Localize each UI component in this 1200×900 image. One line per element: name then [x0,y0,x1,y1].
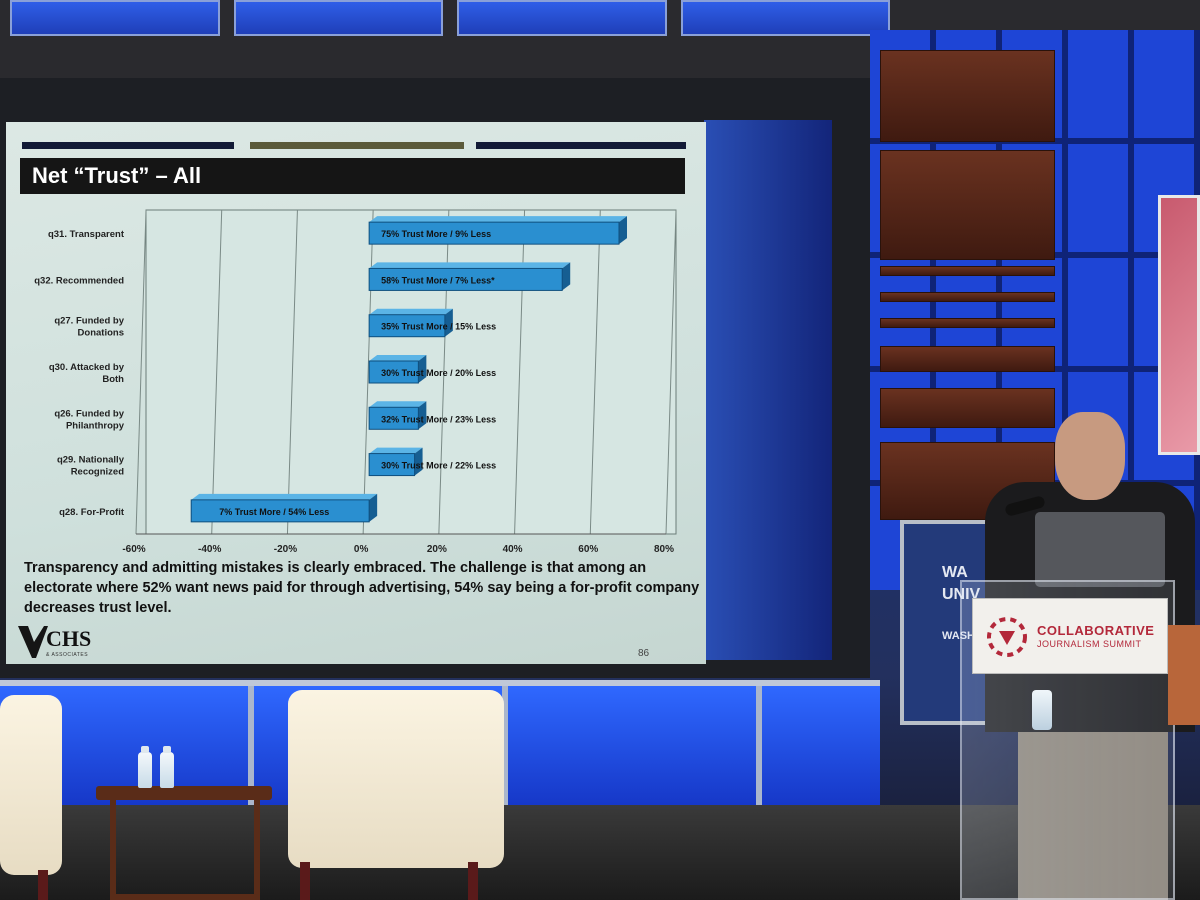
gridline [589,209,601,535]
bar-data-label: 35% Trust More / 15% Less [381,322,496,332]
wood-slat [880,292,1055,302]
wood-panel-top [880,50,1055,142]
x-tick-label: 60% [578,544,598,555]
speaker-head [1055,412,1125,500]
laptop [1035,512,1165,587]
water-bottle [138,746,152,788]
category-label: q27. Funded by [54,316,124,327]
bar-end-face [562,262,571,291]
slide-title: Net “Trust” – All [20,158,685,194]
category-label: Both [102,374,124,385]
speaker-legs [1018,730,1168,900]
wood-panel-lower [880,388,1055,428]
bar [368,360,419,384]
ceiling-light-panels [0,0,900,36]
x-tick-label: -60% [122,544,145,555]
bar-data-label: 30% Trust More / 22% Less [381,461,496,471]
wood-slat [880,318,1055,328]
header-rule [250,142,464,149]
chair-leg [38,870,48,900]
wood-slat [880,266,1055,276]
bar-data-label: 30% Trust More / 20% Less [381,368,496,378]
category-label: Donations [78,328,124,339]
screen-side-blue [704,120,832,660]
chs-logo-icon [18,626,48,658]
bar [368,453,416,477]
bar-top-face [369,262,571,269]
armchair-left [0,695,62,875]
stage-floor [0,805,1200,900]
wood-slat [880,346,1055,372]
bar [368,406,419,430]
gridline [362,209,374,535]
side-table-top [96,786,272,800]
bar-top-face [369,447,423,454]
bar-top-face [369,308,453,315]
bar-data-label: 58% Trust More / 7% Less* [381,275,495,285]
slide-takeaway-text: Transparency and admitting mistakes is c… [24,560,700,616]
net-trust-bar-chart: -60% -40% -20% 0% 20% 40% 60% 80% 75% Trust More… [34,209,677,555]
x-tick-label: 0% [354,544,369,555]
summit-podium-sign: COLLABORATIVE JOURNALISM SUMMIT [972,598,1168,674]
chs-logo-text: CHS [46,626,92,651]
x-tick-label: 80% [654,544,674,555]
x-tick-label: 40% [503,544,523,555]
bar-end-face [414,447,423,476]
header-rule [22,142,234,149]
gridline [211,209,223,535]
x-tick-label: -40% [198,544,221,555]
banner-text: WA [942,564,968,581]
category-label: q30. Attacked by [49,362,125,373]
gridline [665,209,677,535]
bar-data-label: 75% Trust More / 9% Less [381,229,491,239]
bar-data-label: 32% Trust More / 23% Less [381,414,496,424]
stage-art-edge [1168,625,1200,725]
category-label: q28. For-Profit [59,507,125,518]
category-label: q32. Recommended [34,275,124,286]
bar-top-face [191,493,378,500]
bar-top-face [369,355,427,361]
chair-leg [468,862,478,900]
side-table-base [110,798,260,900]
slide-page-number: 86 [638,648,650,659]
bar [368,221,620,245]
category-label: Recognized [71,467,125,478]
bar [190,499,370,523]
gridline [135,209,147,535]
gridline [286,209,298,535]
side-photo-screen [1158,195,1200,455]
summit-logo-icon [987,617,1027,657]
water-bottle [160,746,174,788]
category-label: q26. Funded by [54,408,124,419]
armchair-center [288,690,504,868]
x-tick-label: 20% [427,544,447,555]
bar-end-face [444,308,453,337]
summit-sign-subtitle: JOURNALISM SUMMIT [1037,639,1142,649]
category-label: q31. Transparent [48,229,125,240]
chs-logo-subtext: & ASSOCIATES [46,652,89,658]
bar-end-face [369,493,378,522]
bar-top-face [369,216,627,223]
bar-data-label: 7% Trust More / 54% Less [219,507,329,517]
bar [368,314,446,338]
water-bottle [1032,690,1052,730]
header-rule [476,142,686,149]
bar [368,267,563,291]
x-tick-label: -20% [274,544,297,555]
chair-leg [300,862,310,900]
wood-panel-middle [880,150,1055,260]
bar-end-face [418,401,427,430]
bar-end-face [619,216,627,245]
category-label: q29. Nationally [57,455,125,466]
category-label: Philanthropy [66,420,125,431]
presentation-slide: Net “Trust” – All -60% -40% -20% 0% 20% 40% 60… [6,122,706,664]
bar-end-face [418,355,427,383]
bar-top-face [369,401,427,408]
summit-sign-title: COLLABORATIVE [1037,623,1155,638]
